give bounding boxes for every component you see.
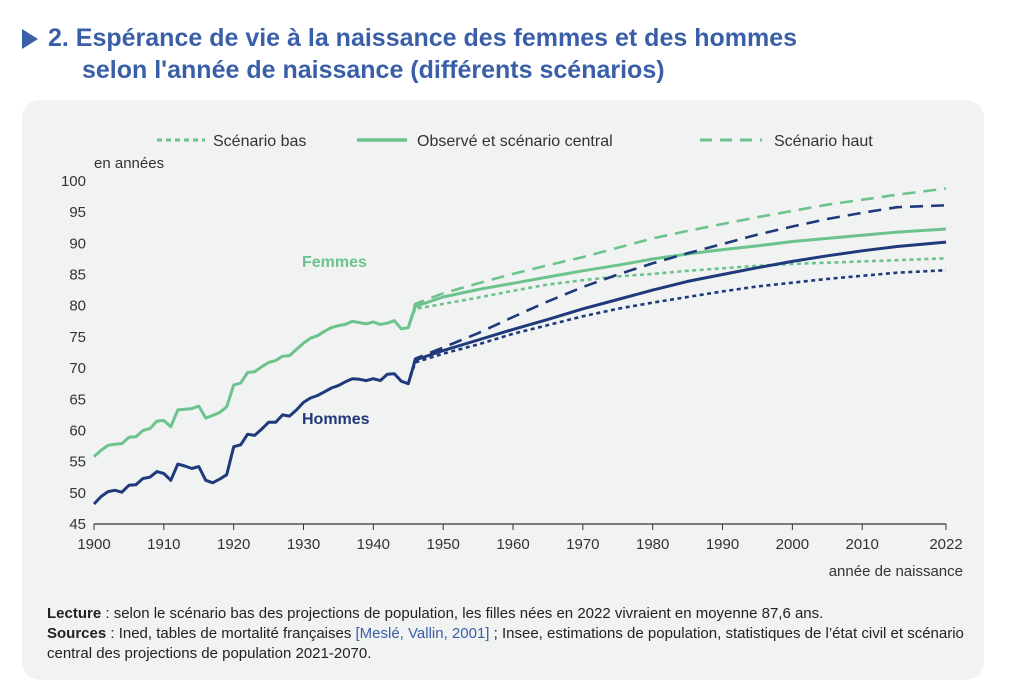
title-arrow-icon: [22, 29, 38, 49]
x-tick-label: 1940: [357, 536, 390, 553]
legend: Scénario bas Observé et scénario central…: [157, 133, 873, 150]
y-tick-label: 80: [69, 298, 86, 315]
series-lines: [92, 187, 947, 506]
chart-panel: [22, 100, 984, 680]
title-line-2: selon l'année de naissance (différents s…: [82, 56, 665, 84]
x-tick-label: 2000: [776, 536, 809, 553]
x-tick-label: 1950: [426, 536, 459, 553]
y-tick-label: 50: [69, 485, 86, 502]
series-line-femmes-bas: [407, 257, 947, 329]
series-line-hommes-bas: [407, 268, 947, 385]
note-sources-text-1: : Ined, tables de mortalité françaises: [106, 625, 356, 642]
y-tick-label: 75: [69, 329, 86, 346]
note-sources-label: Sources: [47, 625, 107, 642]
x-tick-label: 1920: [217, 536, 250, 553]
y-tick-label: 95: [69, 204, 86, 221]
x-tick-label: 2022: [929, 536, 962, 553]
note-lecture: Lecture : selon le scénario bas des proj…: [47, 604, 977, 624]
note-lecture-label: Lecture: [47, 605, 102, 622]
chart-notes: Lecture : selon le scénario bas des proj…: [47, 604, 977, 664]
y-tick-label: 45: [69, 516, 86, 533]
x-tick-label: 2010: [846, 536, 879, 553]
y-tick-label: 65: [69, 391, 86, 408]
y-ticks: 45 50 55 60 65 70 75 80 85 90 95 100: [61, 173, 86, 533]
annotation-femmes: Femmes: [302, 254, 367, 271]
x-tick-label: 1980: [636, 536, 669, 553]
legend-label-bas: Scénario bas: [213, 133, 306, 150]
series-line-hommes-central: [92, 240, 947, 506]
annotation-hommes: Hommes: [302, 411, 370, 428]
x-tick-label: 1970: [566, 536, 599, 553]
x-tick-label: 1900: [77, 536, 110, 553]
y-tick-label: 55: [69, 454, 86, 471]
y-tick-label: 85: [69, 267, 86, 284]
source-reference-link[interactable]: [Meslé, Vallin, 2001]: [355, 625, 490, 642]
y-axis-label: en années: [94, 155, 164, 172]
title-line-1: 2. Espérance de vie à la naissance des f…: [48, 24, 797, 52]
note-lecture-text: : selon le scénario bas des projections …: [101, 605, 824, 622]
x-tick-label: 1960: [496, 536, 529, 553]
chart-title: 2. Espérance de vie à la naissance des f…: [22, 22, 797, 86]
y-tick-label: 60: [69, 422, 86, 439]
x-ticks: 1900 1910 1920 1930 1940 1950 1960 1970 1980 1990…: [77, 524, 963, 553]
legend-label-haut: Scénario haut: [774, 133, 873, 150]
y-tick-label: 70: [69, 360, 86, 377]
note-sources: Sources : Ined, tables de mortalité fran…: [47, 624, 977, 664]
x-tick-label: 1910: [147, 536, 180, 553]
note-sources-text-2: ; Insee, estimations de population, stat…: [47, 625, 964, 662]
y-tick-label: 90: [69, 235, 86, 252]
series-line-hommes-haut: [407, 204, 947, 385]
legend-label-central: Observé et scénario central: [417, 133, 613, 150]
y-tick-label: 100: [61, 173, 86, 190]
x-tick-label: 1930: [287, 536, 320, 553]
x-axis-label: année de naissance: [829, 563, 963, 580]
x-tick-label: 1990: [706, 536, 739, 553]
series-line-femmes-haut: [407, 187, 947, 328]
series-line-femmes-central: [93, 227, 947, 458]
